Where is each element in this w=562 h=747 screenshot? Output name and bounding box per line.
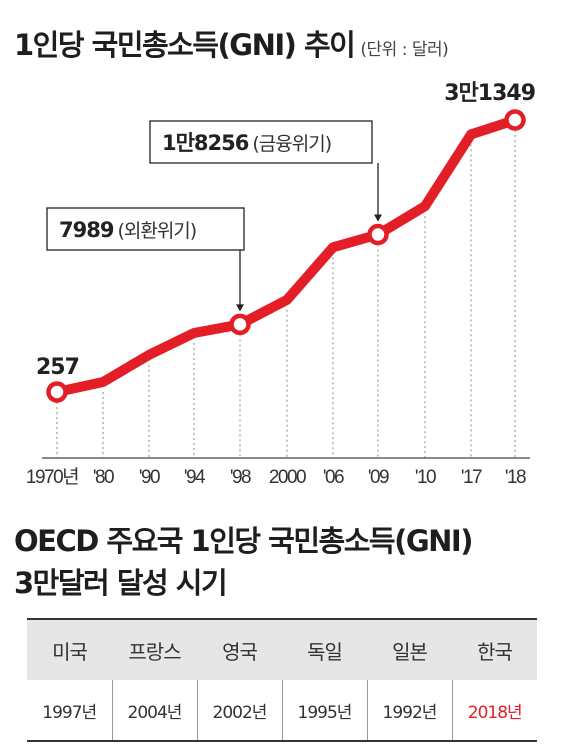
- callout-value-1: 7989: [59, 218, 114, 242]
- value-germany: 1995년: [281, 680, 367, 742]
- value-uk: 2002년: [196, 680, 282, 742]
- x-tick-label-0: 1970년: [26, 466, 78, 488]
- unit-label: (단위 : 달러): [360, 40, 449, 60]
- header-germany: 독일: [282, 618, 367, 680]
- callout-box-2: [149, 120, 373, 164]
- oecd-table: 미국 프랑스 영국 독일 일본 한국 1997년 2004년 2002년 199…: [27, 618, 537, 742]
- gni-line-chart: 1970년 '80 '90 '94 '98 2000 '06 '09 '10 '17 '18 257 7…: [26, 81, 536, 488]
- value-korea: 2018년: [451, 680, 537, 742]
- data-point-0: [46, 381, 68, 403]
- section2-title-line2: 3만달러 달성 시기: [14, 566, 228, 600]
- x-tick-label-3: '94: [184, 467, 206, 488]
- callout-box-1: [46, 207, 245, 251]
- x-tick-label-10: '18: [505, 467, 526, 488]
- callout-arrowhead-1: [236, 304, 244, 312]
- data-point-2: [367, 223, 389, 246]
- chart-title: 1인당 국민총소득(GNI) 추이 (단위 : 달러): [14, 22, 449, 64]
- x-tick-label-7: '09: [368, 467, 389, 488]
- x-tick-label-6: '06: [323, 467, 344, 488]
- table-header-row: 미국 프랑스 영국 독일 일본 한국: [27, 618, 537, 680]
- chart-title-text: 1인당 국민총소득(GNI) 추이: [14, 28, 356, 62]
- value-japan: 1992년: [366, 680, 452, 742]
- table-row: 1997년 2004년 2002년 1995년 1992년 2018년: [27, 680, 537, 742]
- section2-title: OECD 주요국 1인당 국민총소득(GNI) 3만달러 달성 시기: [14, 520, 473, 604]
- callout-label-1: 7989 (외환위기): [59, 218, 196, 242]
- header-usa: 미국: [27, 618, 112, 680]
- callout-label-2: 1만8256 (금융위기): [162, 131, 331, 155]
- data-point-3: [504, 109, 526, 131]
- series-line: [52, 115, 520, 397]
- x-tick-label-2: '90: [139, 467, 160, 488]
- value-france: 2004년: [111, 680, 197, 742]
- header-korea: 한국: [452, 618, 537, 680]
- section2-title-line1: OECD 주요국 1인당 국민총소득(GNI): [14, 524, 473, 558]
- x-tick-label-8: '10: [415, 467, 436, 488]
- x-tick-label-5: 2000: [269, 467, 306, 488]
- callout-arrowhead-2: [374, 214, 382, 222]
- header-uk: 영국: [197, 618, 282, 680]
- callout-note-2: (금융위기): [252, 133, 331, 155]
- data-label-0: 257: [36, 355, 79, 380]
- header-france: 프랑스: [112, 618, 197, 680]
- callout-value-2: 1만8256: [162, 131, 249, 155]
- x-tick-label-9: '17: [461, 467, 482, 488]
- header-japan: 일본: [367, 618, 452, 680]
- value-usa: 1997년: [27, 680, 112, 742]
- data-point-1: [229, 313, 251, 336]
- data-label-3: 3만1349: [444, 81, 535, 106]
- x-tick-label-1: '80: [93, 467, 114, 488]
- x-tick-label-4: '98: [230, 467, 251, 488]
- callout-note-1: (외환위기): [117, 220, 196, 242]
